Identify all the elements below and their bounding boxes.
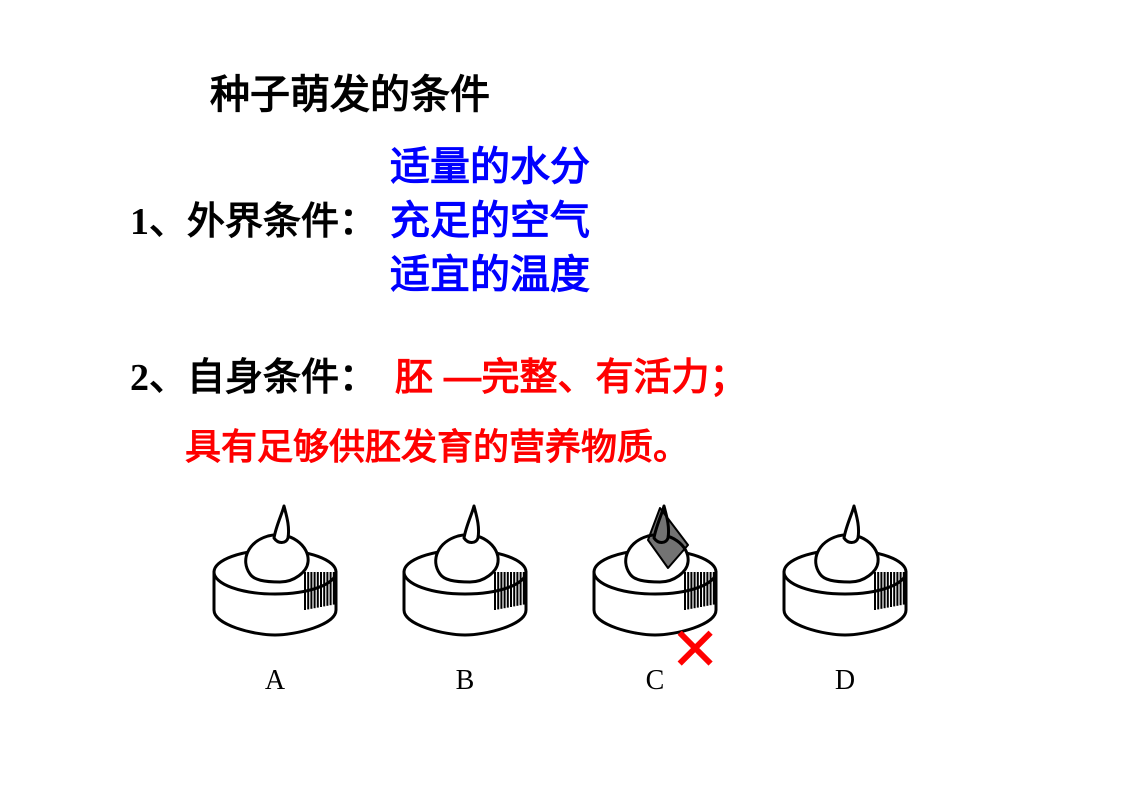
seed-d: D — [760, 490, 930, 710]
section2-label: 2、自身条件： — [130, 346, 377, 401]
page: 种子萌发的条件 1、外界条件： 适量的水分 充足的空气 适宜的温度 2、自身条件… — [0, 0, 1122, 793]
external-conditions-list: 适量的水分 充足的空气 适宜的温度 — [390, 140, 590, 302]
section2-text: 自身条件： — [187, 357, 377, 399]
nutrition-condition: 具有足够供胚发育的营养物质。 — [185, 418, 689, 470]
external-condition-2: 充足的空气 — [390, 194, 590, 248]
section1-number: 1 — [130, 201, 149, 243]
embryo-condition: 胚 —完整、有活力； — [395, 346, 748, 401]
seed-b: B — [380, 490, 550, 710]
seed-label-d: D — [760, 665, 930, 697]
seed-label-b: B — [380, 665, 550, 697]
section1-label: 1、外界条件： — [130, 190, 377, 245]
section1-text: 外界条件： — [187, 201, 377, 243]
external-condition-3: 适宜的温度 — [390, 248, 590, 302]
section1-sep: 、 — [149, 201, 187, 243]
seed-a: A — [190, 490, 360, 710]
cross-mark-icon — [670, 620, 720, 680]
section2-number: 2 — [130, 357, 149, 399]
seed-diagram: ABCD — [190, 490, 930, 730]
section2-sep: 、 — [149, 357, 187, 399]
seed-label-a: A — [190, 665, 360, 697]
external-condition-1: 适量的水分 — [390, 140, 590, 194]
page-title: 种子萌发的条件 — [210, 62, 490, 120]
